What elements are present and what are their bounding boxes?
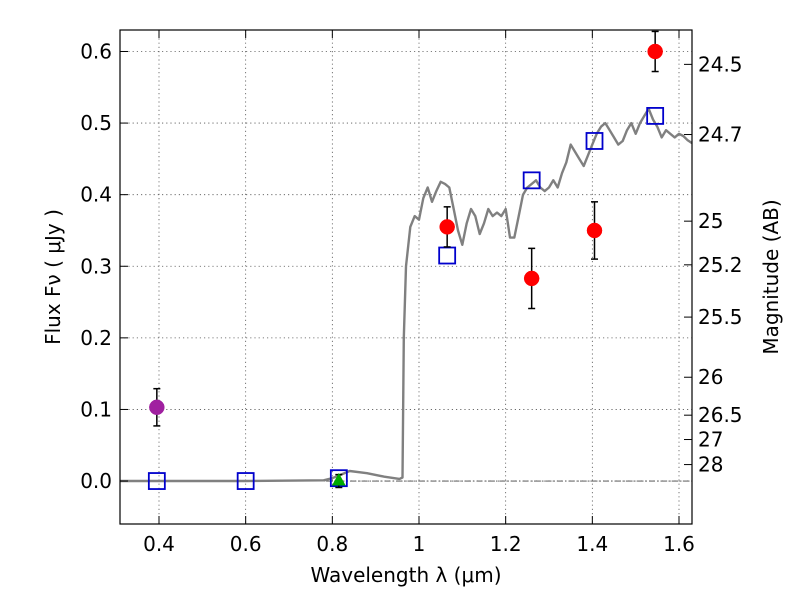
grid (120, 30, 692, 524)
model-photometry-point (585, 132, 604, 150)
y-tick-label: 0.6 (80, 39, 112, 63)
x-tick-label: 0.6 (230, 532, 262, 556)
right-tick-label: 28 (698, 453, 723, 477)
y-axis-label: Flux Fν ( μJy ) (41, 209, 65, 345)
y-tick-label: 0.3 (80, 254, 112, 278)
model-photometry-point (438, 246, 457, 265)
x-tick-label: 1.2 (490, 532, 522, 556)
y-tick-label: 0.2 (80, 326, 112, 350)
observed-triangle-point (331, 472, 346, 486)
plot-area (120, 30, 693, 490)
right-tick-label: 26 (698, 365, 723, 389)
observed-point (149, 399, 165, 416)
right-tick-label: 25 (698, 209, 723, 233)
right-tick-label: 26.5 (698, 403, 743, 427)
right-tick-label: 24.7 (698, 123, 743, 147)
right-tick-label: 27 (698, 428, 723, 452)
observed-point (586, 222, 603, 239)
model-photometry-point (522, 171, 541, 190)
y-tick-label: 0.4 (80, 183, 112, 207)
x-tick-label: 1 (413, 532, 426, 556)
x-axis-label: Wavelength λ (μm) (310, 563, 501, 587)
right-tick-label: 25.2 (698, 253, 743, 277)
right-tick-label: 24.5 (698, 52, 743, 76)
right-axis-label: Magnitude (AB) (759, 199, 783, 354)
y-tick-label: 0.5 (80, 111, 112, 135)
x-tick-label: 1.6 (663, 532, 695, 556)
spectrum-line (120, 107, 693, 483)
observed-point (439, 219, 455, 235)
model-photometry-point (147, 472, 166, 490)
right-tick-label: 25.5 (698, 305, 743, 329)
model-photometry-point (236, 472, 255, 490)
y-tick-label: 0.1 (80, 397, 112, 421)
x-tick-label: 0.8 (316, 532, 348, 556)
model-photometry-point (646, 107, 665, 125)
axes-ticks: 0.4 0.6 0.8 1 1.2 1.4 1.6 0.0 0.1 0.2 0.3 0.4 0.5 0.6… (80, 30, 743, 556)
x-tick-label: 1.4 (576, 532, 608, 556)
x-tick-label: 0.4 (143, 532, 175, 556)
observed-point (523, 270, 540, 287)
y-tick-label: 0.0 (80, 469, 112, 493)
plot-frame (119, 29, 693, 525)
observed-point (647, 43, 663, 60)
